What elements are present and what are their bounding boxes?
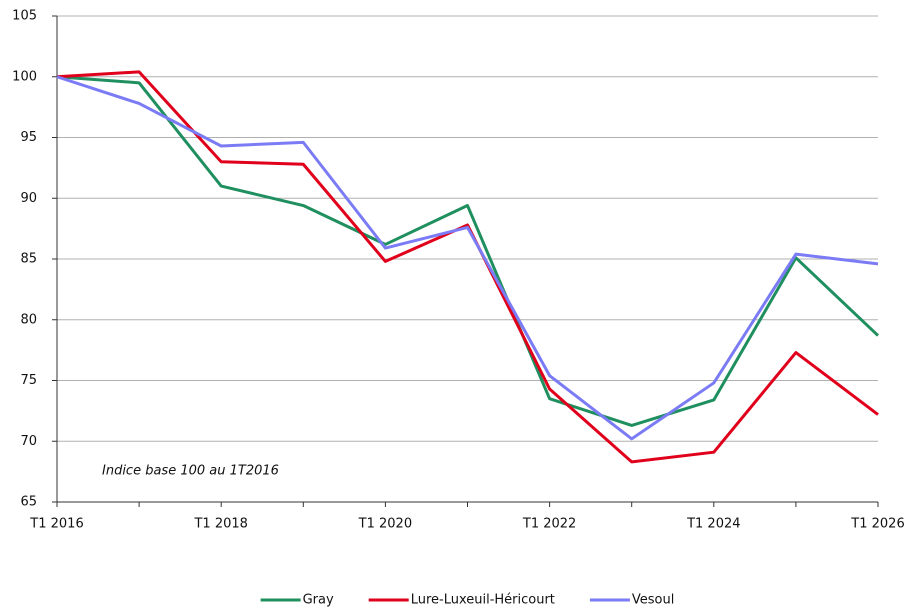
y-tick-label: 65 (20, 495, 37, 510)
y-tick-label: 75 (20, 373, 37, 388)
x-tick-label: T1 2016 (29, 517, 83, 532)
annotation: Indice base 100 au 1T2016 (102, 464, 279, 479)
legend-label: Vesoul (632, 593, 674, 608)
x-tick-label: T1 2022 (522, 517, 576, 532)
line-series (56, 70, 879, 464)
y-tick-label: 105 (12, 9, 37, 24)
x-tick-label: T1 2024 (686, 517, 740, 532)
x-tick-label: T1 2018 (193, 517, 247, 532)
legend-label: Gray (303, 593, 334, 608)
y-tick-label: 100 (12, 69, 37, 84)
y-tick-label: 70 (20, 434, 37, 449)
y-tick-label: 80 (20, 312, 37, 327)
legend-label: Lure-Luxeuil-Héricourt (411, 593, 555, 608)
line-series (56, 75, 880, 427)
y-tick-label: 95 (20, 130, 37, 145)
line-series (56, 75, 879, 441)
y-tick-label: 90 (20, 191, 37, 206)
y-tick-label: 85 (20, 252, 37, 267)
x-tick-label: T1 2026 (850, 517, 904, 532)
x-tick-label: T1 2020 (358, 517, 412, 532)
